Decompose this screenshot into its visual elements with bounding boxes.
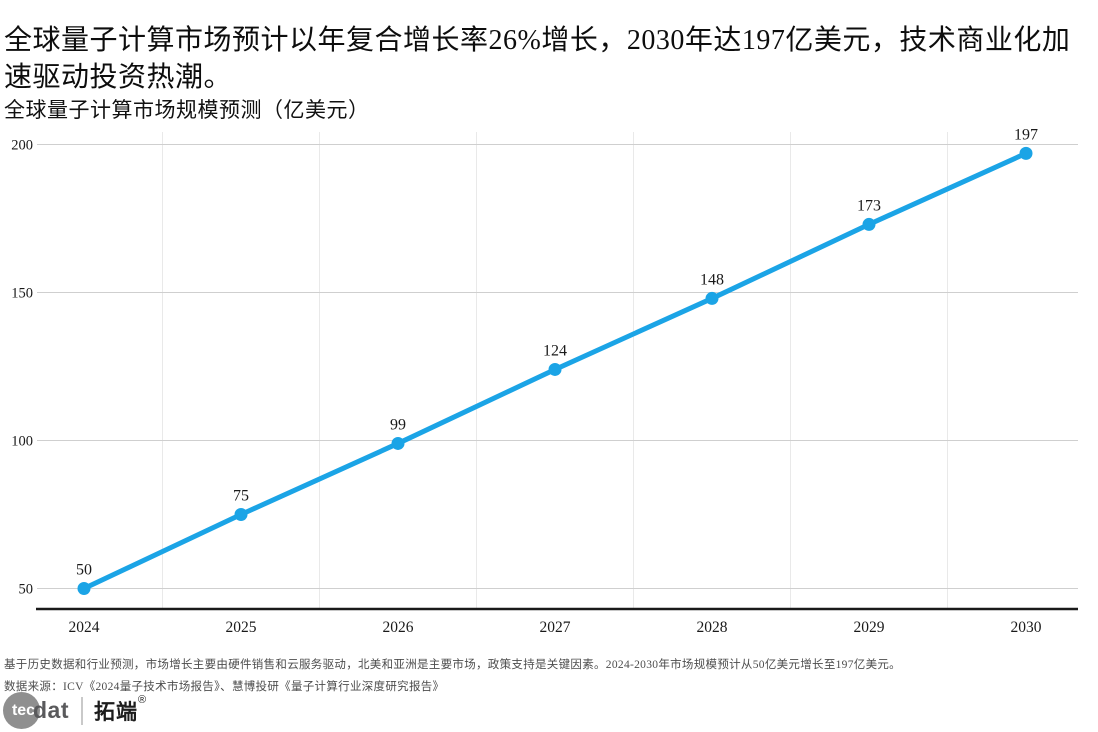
market-line-chart: 50 100 150 200 2024 2025 2026 2027 2028 2029 2030 5…: [11, 126, 1078, 636]
x-tick-label: 2026: [383, 619, 414, 636]
data-point: [391, 436, 405, 450]
data-point: [234, 508, 248, 521]
x-tick-label: 2029: [854, 619, 885, 636]
x-tick-label: 2030: [1011, 619, 1042, 636]
logo-circle-text: tec: [11, 701, 36, 719]
data-point: [705, 291, 719, 305]
y-tick-label: 100: [11, 434, 33, 450]
logo-suffix-text: dat: [33, 697, 69, 723]
data-point-label: 50: [76, 562, 92, 579]
logo-brand-text: 拓端: [94, 700, 138, 724]
chart-title: 全球量子计算市场规模预测（亿美元）: [4, 98, 370, 122]
x-tick-label: 2024: [69, 619, 100, 636]
y-tick-label: 150: [11, 286, 33, 302]
headline: 全球量子计算市场预计以年复合增长率26%增长，2030年达197亿美元，技术商业…: [4, 25, 1071, 93]
x-tick-label: 2025: [226, 619, 257, 636]
footer-note: 基于历史数据和行业预测，市场增长主要由硬件销售和云服务驱动，北美和亚洲是主要市场…: [4, 659, 901, 671]
y-tick-label: 50: [19, 582, 34, 598]
data-point: [1019, 146, 1033, 160]
data-point-label: 173: [857, 197, 881, 214]
data-point-label: 148: [700, 271, 724, 288]
logo-divider: [81, 696, 83, 725]
data-point-label: 197: [1014, 126, 1038, 143]
data-point-label: 124: [543, 342, 567, 359]
x-tick-label: 2027: [540, 619, 571, 636]
y-tick-label: 200: [11, 138, 33, 154]
data-point: [548, 362, 562, 376]
data-point: [862, 217, 876, 231]
data-point-label: 99: [390, 416, 406, 433]
footer-source: 数据来源：ICV《2024量子技术市场报告》、慧博投研《量子计算行业深度研究报告…: [4, 681, 445, 693]
logo-circle-icon: tec: [3, 692, 40, 729]
registered-mark-icon: ®: [138, 694, 147, 706]
x-tick-label: 2028: [697, 619, 728, 636]
tecdat-logo: tec dat 拓端 ®: [3, 692, 146, 729]
data-point-label: 75: [233, 488, 249, 505]
data-point: [77, 582, 91, 595]
